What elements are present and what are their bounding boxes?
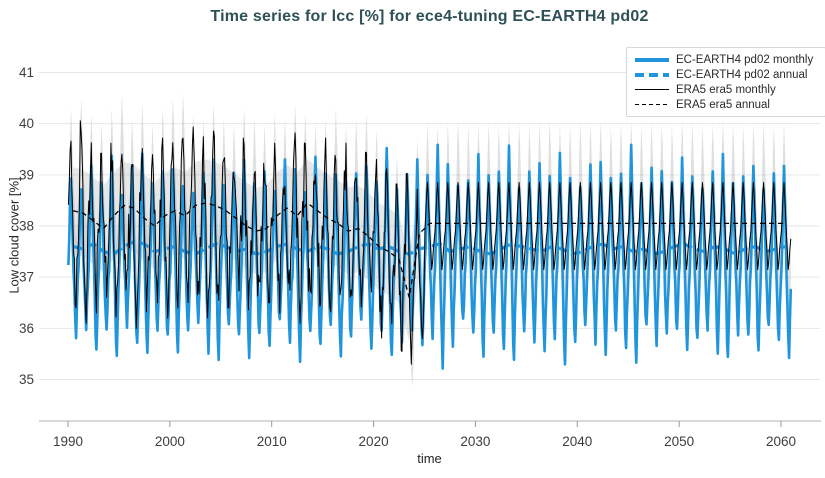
- y-axis-label: Low cloud cover [%]: [6, 177, 22, 294]
- y-tick-label: 37: [19, 270, 34, 285]
- x-tick-label: 2040: [562, 434, 592, 449]
- era5-monthly-line: [67, 120, 792, 365]
- legend-item-era5-annual[interactable]: ERA5 era5 annual: [635, 98, 819, 111]
- ec-earth4-monthly-line-swatch: [635, 57, 669, 62]
- x-tick-label: 2050: [664, 434, 694, 449]
- legend: EC-EARTH4 pd02 monthly EC-EARTH4 pd02 an…: [626, 47, 825, 117]
- ec-earth4-monthly-line: [67, 143, 793, 370]
- y-tick-label: 35: [19, 372, 34, 387]
- legend-label: EC-EARTH4 pd02 annual: [676, 68, 808, 81]
- x-tick-label: 2060: [766, 434, 796, 449]
- ec-earth4-annual-line-swatch: [635, 72, 669, 77]
- legend-item-era5-monthly[interactable]: ERA5 era5 monthly: [635, 83, 819, 96]
- y-tick-label: 39: [19, 167, 34, 182]
- data-layer: [67, 93, 793, 388]
- legend-label: EC-EARTH4 pd02 monthly: [676, 53, 814, 66]
- era5-annual-line: [72, 202, 787, 298]
- y-tick-label: 41: [19, 65, 34, 80]
- x-tick-label: 2030: [460, 434, 490, 449]
- era5-annual-line-swatch: [635, 103, 669, 106]
- legend-item-ec-earth4-monthly[interactable]: EC-EARTH4 pd02 monthly: [635, 53, 819, 66]
- x-tick-label: 2020: [359, 434, 389, 449]
- x-tick-label: 1990: [53, 434, 83, 449]
- y-tick-label: 36: [19, 321, 34, 336]
- x-tick-label: 2000: [155, 434, 185, 449]
- legend-item-ec-earth4-annual[interactable]: EC-EARTH4 pd02 annual: [635, 68, 819, 81]
- y-tick-label: 38: [19, 219, 34, 234]
- x-axis-label: time: [417, 451, 442, 466]
- era5-monthly-line-swatch: [635, 88, 669, 91]
- y-tick-label: 40: [19, 116, 34, 131]
- legend-label: ERA5 era5 annual: [676, 98, 770, 111]
- legend-label: ERA5 era5 monthly: [676, 83, 776, 96]
- chart-title: Time series for lcc [%] for ece4-tuning …: [210, 8, 649, 25]
- axes: 1990 2000 2010 2020 2030 2040 2050 2060 35 36 37 38…: [19, 65, 821, 449]
- x-tick-label: 2010: [257, 434, 287, 449]
